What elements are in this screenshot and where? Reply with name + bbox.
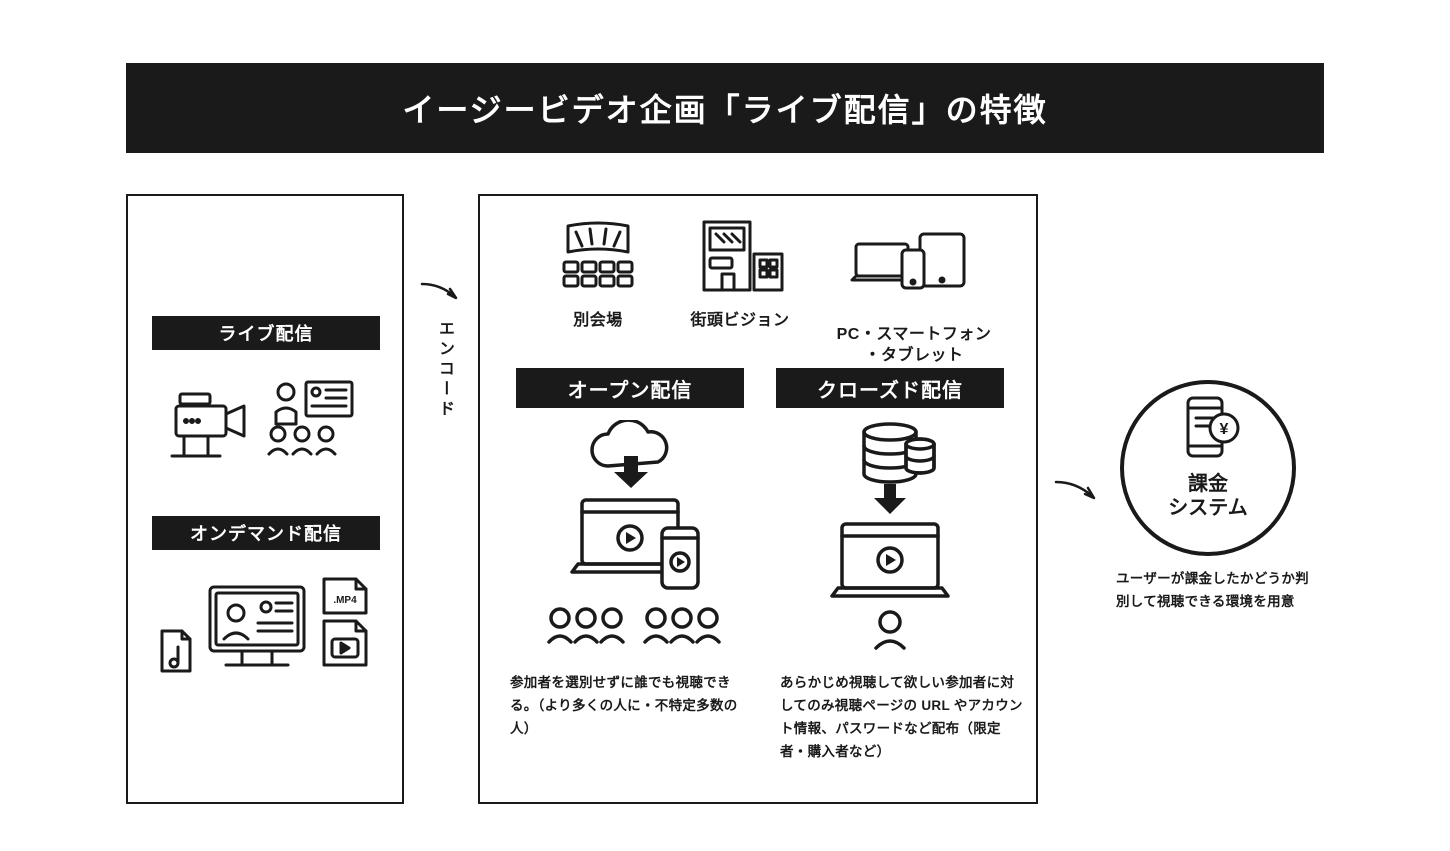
page-title: イージービデオ企画「ライブ配信」の特徴 (126, 63, 1324, 153)
database-laptop-icon (776, 420, 1004, 660)
billing-desc-text: ユーザーが課金したかどうか判別して視聴できる環境を用意 (1116, 571, 1309, 609)
closed-desc: あらかじめ視聴して欲しい参加者に対してのみ視聴ページの URL やアカウント情報… (780, 672, 1024, 764)
svg-text:課金: 課金 (1188, 471, 1229, 495)
open-desc: 参加者を選別せずに誰でも視聴できる。（より多くの人に・不特定多数の人） (510, 672, 750, 741)
live-label: ライブ配信 (152, 316, 380, 350)
distribution-panel: 別会場 街頭ビジョン (478, 194, 1038, 804)
signage-icon-slot (690, 214, 790, 296)
ondemand-icons: .MP4 (148, 571, 384, 681)
svg-text:システム: システム (1168, 497, 1247, 519)
svg-text:.MP4: .MP4 (333, 595, 357, 606)
live-icons-row (158, 376, 378, 466)
devices-icon-slot (850, 228, 970, 294)
building-signage-icon (690, 214, 790, 296)
theater-icon (550, 220, 646, 294)
camera-icon (158, 376, 378, 466)
devices-icon (850, 228, 970, 294)
closed-dist-label: クローズド配信 (776, 368, 1004, 408)
arrow-to-billing (1052, 478, 1102, 502)
signage-caption: 街頭ビジョン (678, 306, 802, 330)
curve-arrow-icon (418, 280, 464, 302)
ondemand-label: オンデマンド配信 (152, 516, 380, 550)
open-desc-text: 参加者を選別せずに誰でも視聴できる。（より多くの人に・不特定多数の人） (510, 675, 738, 736)
closed-dist-text: クローズド配信 (817, 374, 963, 403)
cloud-download-devices-icon (516, 420, 744, 660)
open-dist-label: オープン配信 (516, 368, 744, 408)
source-panel: ライブ配信 (126, 194, 404, 804)
ondemand-label-text: オンデマンド配信 (190, 520, 342, 546)
curve-arrow-icon (1052, 478, 1102, 502)
encode-label: エンコード (432, 320, 456, 420)
open-illustration (516, 420, 744, 660)
live-label-text: ライブ配信 (219, 320, 314, 346)
venue-icon-slot (550, 220, 646, 294)
encode-text: エンコード (436, 320, 453, 420)
devices-caption: PC・スマートフォン ・タブレット (826, 304, 1002, 366)
svg-text:¥: ¥ (1220, 421, 1229, 438)
closed-desc-text: あらかじめ視聴して欲しい参加者に対してのみ視聴ページの URL やアカウント情報… (780, 675, 1023, 759)
billing-circle: ¥ 課金 システム (1118, 378, 1298, 558)
arrow-to-encode (418, 280, 464, 302)
billing-desc: ユーザーが課金したかどうか判別して視聴できる環境を用意 (1116, 568, 1320, 614)
billing-circle-icon: ¥ 課金 システム (1118, 378, 1298, 558)
title-text: イージービデオ企画「ライブ配信」の特徴 (402, 85, 1047, 131)
monitor-files-icon: .MP4 (148, 571, 384, 681)
venue-caption: 別会場 (550, 306, 646, 330)
closed-illustration (776, 420, 1004, 660)
open-dist-text: オープン配信 (568, 374, 693, 403)
